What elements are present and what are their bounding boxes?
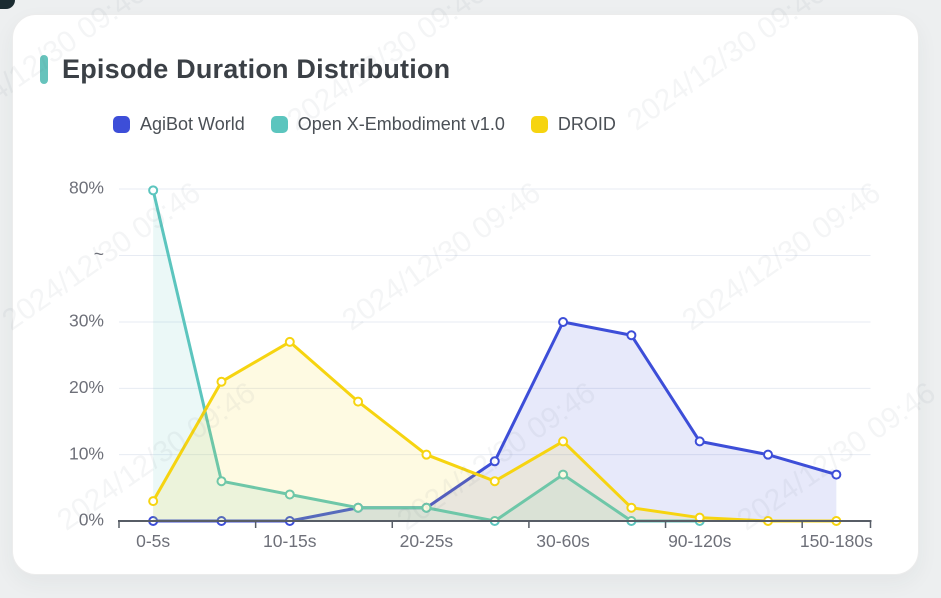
y-axis-label: 0% [79,510,104,530]
legend-swatch-agibot-world [113,116,130,133]
y-axis-label: 30% [69,311,104,331]
x-axis-label: 150-180s [800,531,873,551]
series-point-droid [558,436,569,447]
series-area-droid [153,341,837,521]
legend-item-droid[interactable]: DROID [530,114,616,135]
series-point-open-x-embodiment-v1-0 [148,185,159,196]
legend-item-open-x-embodiment-v1-0[interactable]: Open X-Embodiment v1.0 [270,114,505,135]
series-point-agibot-world [763,449,774,460]
y-axis-label: 80% [69,178,104,198]
legend-label: AgiBot World [140,114,245,134]
series-point-open-x-embodiment-v1-0 [558,469,569,480]
legend-label: Open X-Embodiment v1.0 [297,114,505,134]
chart-header: Episode Duration Distribution [40,54,450,85]
series-point-droid [284,336,295,347]
x-axis-label: 90-120s [668,531,731,551]
x-axis-label: 30-60s [536,531,590,551]
series-point-open-x-embodiment-v1-0 [284,489,295,500]
series-point-droid [489,476,500,487]
y-axis-label: 20% [69,377,104,397]
legend-label: DROID [557,114,616,134]
series-point-droid [421,449,432,460]
series-point-open-x-embodiment-v1-0 [421,502,432,513]
series-point-droid [148,496,159,507]
series-point-open-x-embodiment-v1-0 [216,476,227,487]
series-point-agibot-world [831,469,842,480]
x-axis-label: 10-15s [263,531,317,551]
title-accent-bar [40,55,48,84]
series-point-droid [353,396,364,407]
series-point-droid [216,376,227,387]
legend-item-agibot-world[interactable]: AgiBot World [113,114,245,135]
series-area-open-x-embodiment-v1-0 [153,190,700,521]
series-point-agibot-world [489,456,500,467]
page-title: Episode Duration Distribution [62,54,451,84]
y-axis-label: ~ [94,244,104,264]
series-area-agibot-world [153,322,837,521]
x-axis-label: 0-5s [136,531,170,551]
series-point-open-x-embodiment-v1-0 [353,502,364,513]
series-point-agibot-world [694,436,705,447]
y-axis-label: 10% [69,443,104,463]
series-point-agibot-world [558,317,569,327]
legend-swatch-open-x-embodiment-v1-0 [270,116,288,133]
series-point-agibot-world [626,330,637,341]
legend: AgiBot World Open X-Embodiment v1.0 DROID [113,114,616,135]
x-axis-label: 20-25s [400,531,454,551]
legend-swatch-droid [530,116,548,133]
series-point-droid [626,502,637,513]
screen-corner-artifact [0,0,15,9]
